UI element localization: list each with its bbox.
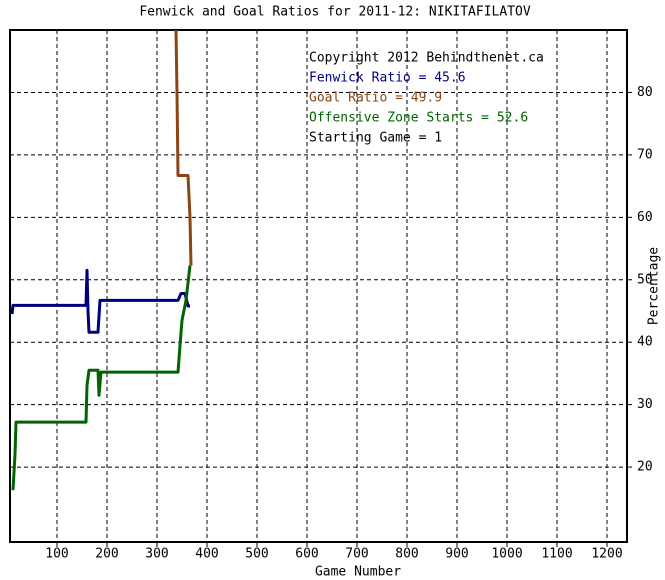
x-tick-label: 1000 (491, 547, 522, 562)
x-tick-label: 400 (195, 547, 218, 562)
y-tick-label: 20 (637, 460, 653, 475)
y-tick-label: 60 (637, 210, 653, 225)
legend-entry: Offensive Zone Starts = 52.6 (309, 111, 528, 126)
series-line (11, 265, 192, 491)
y-tick-label: 40 (637, 335, 653, 350)
x-axis-title: Game Number (315, 565, 401, 580)
annotation: Starting Game = 1 (309, 131, 442, 146)
x-tick-label: 100 (45, 547, 68, 562)
y-tick-label: 80 (637, 85, 653, 100)
x-tick-label: 300 (145, 547, 168, 562)
x-tick-label: 800 (395, 547, 418, 562)
chart-title: Fenwick and Goal Ratios for 2011-12: NIK… (139, 5, 531, 20)
x-tick-label: 500 (245, 547, 268, 562)
y-tick-label: 30 (637, 397, 653, 412)
legend-entry: Fenwick Ratio = 45.6 (309, 71, 466, 86)
series-line (174, 30, 193, 266)
plot-frame (9, 29, 628, 543)
legend-entry: Goal Ratio = 49.9 (309, 91, 442, 106)
y-tick-label: 70 (637, 147, 653, 162)
x-tick-label: 700 (345, 547, 368, 562)
x-tick-label: 600 (295, 547, 318, 562)
annotation: Copyright 2012 Behindthenet.ca (309, 51, 544, 66)
x-tick-label: 1200 (591, 547, 622, 562)
y-axis-title: Percentage (647, 247, 662, 325)
y-tick-label: 50 (637, 272, 653, 287)
x-tick-label: 900 (445, 547, 468, 562)
x-tick-label: 200 (95, 547, 118, 562)
x-tick-label: 1100 (541, 547, 572, 562)
plot-lines (10, 30, 193, 491)
series-line (10, 268, 190, 334)
